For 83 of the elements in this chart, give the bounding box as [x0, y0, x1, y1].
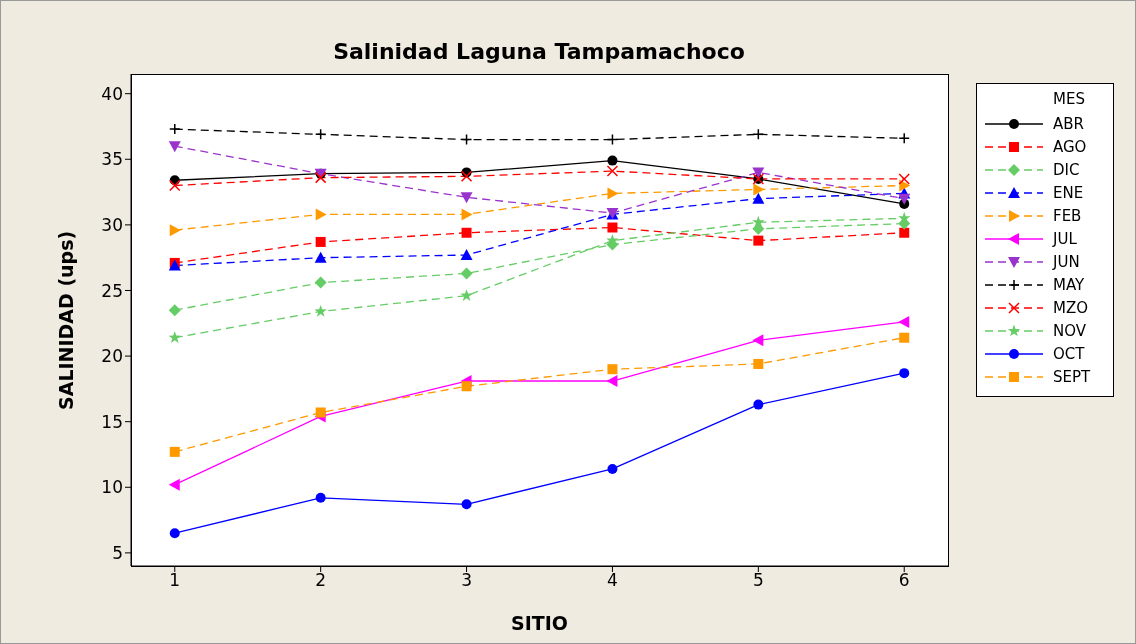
point [899, 227, 910, 238]
point [753, 235, 764, 246]
legend-label: DIC [1053, 160, 1080, 179]
x-tick-label: 2 [315, 570, 327, 591]
point [169, 179, 181, 192]
point [607, 187, 619, 200]
legend-label: NOV [1053, 321, 1087, 340]
point [168, 478, 180, 491]
point [607, 463, 618, 474]
legend-label: ENE [1053, 183, 1084, 202]
legend-title: MES [1052, 90, 1086, 108]
point [898, 132, 910, 145]
point [315, 208, 327, 221]
point [460, 289, 473, 301]
legend-label: MZO [1053, 298, 1089, 317]
point [607, 155, 618, 166]
point [753, 183, 765, 196]
legend-label: JUL [1053, 229, 1077, 248]
x-axis-title: SITIO [511, 612, 568, 634]
point [461, 208, 473, 221]
point [169, 446, 180, 457]
chart-title: Salinidad Laguna Tampamachoco [332, 39, 746, 64]
y-tick-label: 15 [101, 411, 123, 432]
point [315, 236, 326, 247]
point [752, 128, 765, 141]
x-tick-label: 1 [169, 570, 181, 591]
y-tick-label: 30 [101, 214, 123, 235]
point [169, 224, 181, 237]
point [753, 399, 764, 410]
y-axis-title: SALINIDAD (ups) [54, 230, 77, 410]
point [315, 407, 326, 418]
point [899, 368, 910, 379]
point [314, 251, 327, 263]
point [752, 334, 764, 347]
point [460, 249, 473, 261]
point [606, 133, 619, 146]
point [314, 171, 327, 184]
point [168, 331, 181, 343]
point [461, 227, 472, 238]
point [168, 304, 181, 317]
point [314, 304, 327, 317]
point [460, 267, 473, 280]
point [315, 492, 326, 503]
y-tick-label: 25 [101, 280, 123, 301]
y-tick-label: 35 [101, 149, 123, 170]
point [752, 215, 765, 228]
point [752, 192, 765, 204]
point [752, 167, 765, 179]
point [899, 179, 911, 192]
point [461, 499, 472, 510]
legend-label: AGO [1053, 137, 1087, 156]
point [169, 123, 181, 135]
point [898, 173, 910, 185]
y-tick-label: 5 [112, 542, 123, 563]
legend-label: FEB [1053, 206, 1082, 225]
point [899, 332, 910, 343]
y-tick-label: 20 [101, 346, 123, 367]
x-tick-label: 6 [898, 570, 910, 591]
point [461, 381, 472, 392]
point [898, 315, 910, 328]
y-tick-label: 40 [101, 83, 123, 104]
point [606, 165, 619, 177]
point [460, 133, 473, 146]
point [606, 375, 618, 388]
point [460, 192, 473, 204]
legend-label: SEPT [1053, 367, 1091, 386]
legend-label: ABR [1053, 114, 1084, 133]
legend-label: OCT [1053, 344, 1085, 363]
point [168, 141, 181, 153]
point [460, 170, 473, 183]
point [607, 364, 618, 375]
point [314, 128, 327, 141]
x-tick-label: 4 [607, 570, 618, 591]
point [607, 222, 618, 233]
point [753, 358, 764, 369]
y-tick-label: 10 [101, 477, 123, 498]
point [898, 193, 911, 205]
x-tick-label: 5 [752, 570, 764, 591]
legend-label: JUN [1053, 252, 1080, 271]
x-tick-label: 3 [461, 570, 472, 591]
point [314, 276, 327, 289]
point [169, 528, 180, 539]
legend-label: MAY [1053, 275, 1085, 294]
